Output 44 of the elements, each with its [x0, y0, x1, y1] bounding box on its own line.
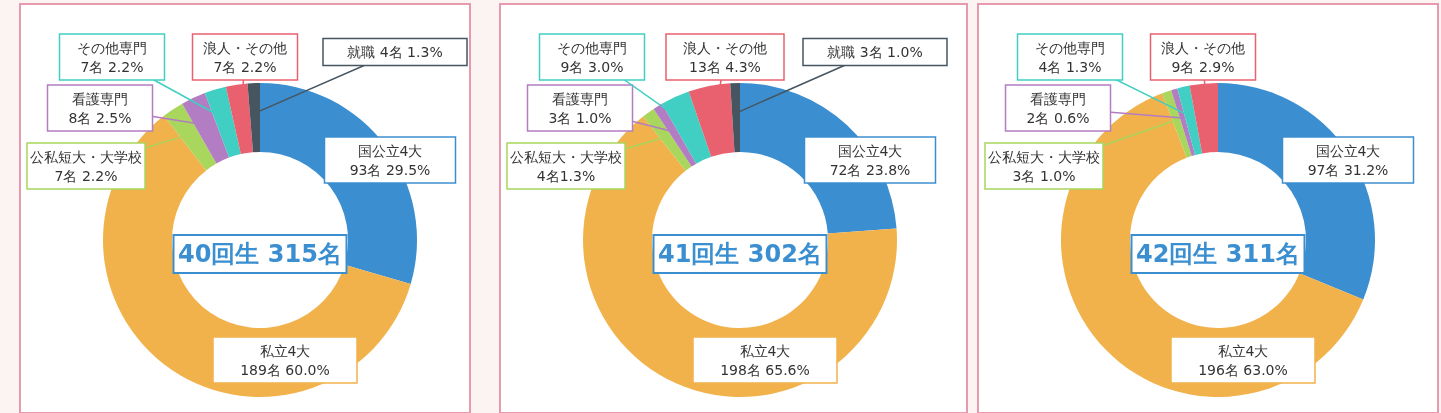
slice-label: その他専門: [557, 39, 627, 56]
data-label: 7名 2.2%: [54, 167, 118, 184]
data-label: 2名 0.6%: [1026, 109, 1090, 126]
slice-label: 浪人・その他: [683, 39, 767, 56]
data-label: 196名 63.0%: [1198, 361, 1288, 378]
data-label: 3名 1.0%: [1012, 167, 1076, 184]
slice-label: 就職 3名 1.0%: [827, 44, 923, 60]
donut-slice: [1189, 83, 1218, 154]
text: 42回生 311名: [1136, 240, 1300, 268]
slice-label: 看護専門: [72, 90, 128, 107]
slice-label: 国公立4大: [357, 142, 423, 159]
data-label: 9名 3.0%: [560, 58, 624, 75]
slice-label: 公私短大・大学校: [510, 148, 622, 165]
data-label: 4名 1.3%: [1038, 58, 1102, 75]
text: 40回生 315名: [178, 240, 342, 268]
slice-label: 看護専門: [552, 90, 608, 107]
slice-label: 就職 4名 1.3%: [347, 44, 443, 60]
data-label: 3名 1.0%: [548, 109, 612, 126]
data-label: 97名 31.2%: [1307, 161, 1389, 178]
data-label: 7名 2.2%: [80, 58, 144, 75]
donut-slice: [688, 83, 735, 157]
slice-label: 浪人・その他: [203, 39, 287, 56]
slice-label: 公私短大・大学校: [30, 148, 142, 165]
slice-label: 私立4大: [1217, 342, 1269, 359]
text: 41回生 302名: [658, 240, 822, 268]
slice-label: 浪人・その他: [1161, 39, 1245, 56]
data-label: 8名 2.5%: [68, 109, 132, 126]
data-label: 7名 2.2%: [213, 58, 277, 75]
slice-label: その他専門: [1035, 39, 1105, 56]
slice-label: 公私短大・大学校: [988, 148, 1100, 165]
data-label: 189名 60.0%: [240, 361, 330, 378]
slice-label: 私立4大: [259, 342, 311, 359]
donut-slice: [225, 83, 253, 155]
data-label: 93名 29.5%: [349, 161, 431, 178]
slice-label: その他専門: [77, 39, 147, 56]
slice-label: 国公立4大: [1315, 142, 1381, 159]
data-label: 13名 4.3%: [689, 58, 761, 75]
slice-label: 私立4大: [739, 342, 791, 359]
data-label: 198名 65.6%: [720, 361, 810, 378]
slice-label: 看護専門: [1030, 90, 1086, 107]
slice-label: 国公立4大: [837, 142, 903, 159]
data-label: 9名 2.9%: [1171, 58, 1235, 75]
data-label: 72名 23.8%: [829, 161, 911, 178]
data-label: 4名1.3%: [536, 167, 596, 184]
